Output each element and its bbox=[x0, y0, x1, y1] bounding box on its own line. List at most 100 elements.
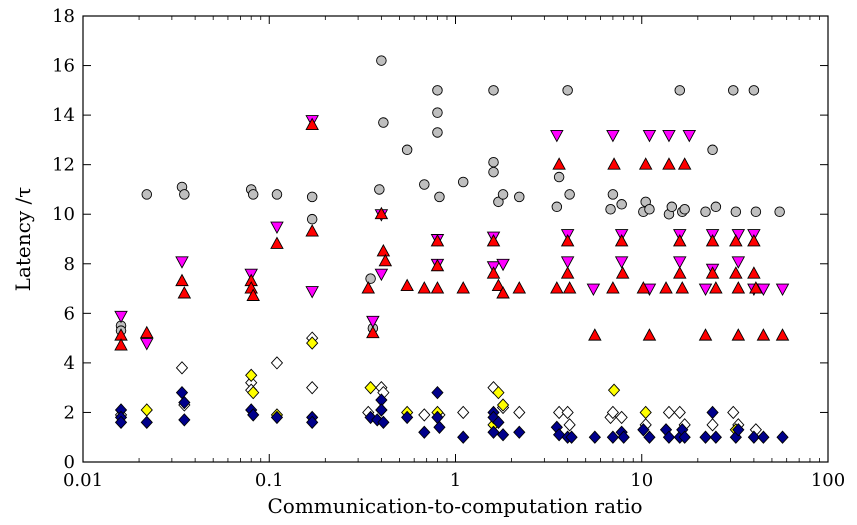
triangle-down-point bbox=[673, 256, 687, 269]
triangle-up-point bbox=[636, 281, 651, 294]
triangle-down-point bbox=[305, 286, 319, 299]
axis-ticks bbox=[82, 15, 829, 463]
triangle-up-point bbox=[562, 281, 577, 294]
triangle-up-point bbox=[729, 266, 743, 279]
triangle-down-point bbox=[374, 268, 389, 282]
triangle-up-point bbox=[496, 286, 510, 299]
diamond-point bbox=[615, 410, 628, 425]
diamond-point bbox=[306, 381, 319, 395]
diamond-point bbox=[662, 430, 676, 444]
circle-point bbox=[401, 144, 413, 156]
triangle-up-point bbox=[177, 286, 192, 299]
diamond-point bbox=[757, 430, 770, 444]
triangle-up-point bbox=[606, 281, 620, 294]
y-tick-label: 10 bbox=[52, 204, 75, 225]
y-tick-label: 0 bbox=[64, 452, 75, 473]
circle-point bbox=[700, 206, 711, 217]
diamond-point bbox=[553, 428, 566, 442]
circle-point bbox=[376, 55, 387, 66]
x-tick-label: 0.1 bbox=[255, 470, 284, 491]
triangle-up-point bbox=[677, 157, 692, 170]
diamond-point bbox=[563, 418, 576, 432]
triangle-up-point bbox=[378, 253, 393, 267]
triangle-up-point bbox=[756, 328, 771, 341]
triangle-up-point bbox=[705, 266, 720, 279]
triangle-up-point bbox=[430, 234, 445, 247]
diamond-point bbox=[433, 420, 446, 434]
diamond-point bbox=[457, 405, 470, 420]
circle-point bbox=[247, 189, 259, 200]
circle-point bbox=[666, 201, 678, 213]
diamond-point bbox=[617, 430, 630, 444]
triangle-up-point bbox=[560, 266, 575, 279]
diamond-point bbox=[418, 425, 431, 439]
circle-point bbox=[378, 117, 389, 128]
circle-point bbox=[179, 189, 190, 200]
circle-point bbox=[605, 204, 616, 215]
diamond-point bbox=[588, 430, 601, 444]
triangle-up-point bbox=[114, 338, 128, 351]
triangle-up-point bbox=[374, 206, 389, 220]
x-axis-label: Communication-to-computation ratio bbox=[267, 494, 642, 518]
triangle-up-point bbox=[550, 281, 564, 294]
triangle-up-point bbox=[417, 281, 432, 294]
circle-point bbox=[271, 189, 283, 200]
triangle-down-point bbox=[560, 256, 575, 269]
data-points bbox=[114, 55, 790, 444]
triangle-up-point bbox=[709, 281, 723, 294]
diamond-point bbox=[270, 356, 284, 370]
y-tick-label: 16 bbox=[52, 56, 75, 77]
triangle-down-point bbox=[606, 129, 620, 143]
diamond-point bbox=[306, 336, 319, 350]
diamond-point bbox=[607, 383, 621, 397]
circle-point bbox=[562, 85, 573, 96]
triangle-up-point bbox=[400, 278, 414, 292]
triangle-down-point bbox=[586, 283, 601, 296]
diamond-point bbox=[513, 405, 526, 420]
triangle-up-point bbox=[376, 243, 391, 257]
diamond-point bbox=[606, 405, 620, 420]
triangle-up-point bbox=[615, 266, 630, 279]
diamond-point bbox=[513, 425, 526, 439]
circle-point bbox=[488, 85, 499, 96]
diamond-point bbox=[140, 403, 153, 417]
triangle-down-point bbox=[662, 129, 676, 143]
y-axis-label: Latency /τ bbox=[11, 187, 35, 292]
diamond-point bbox=[178, 413, 191, 427]
circle-point bbox=[306, 191, 318, 203]
triangle-down-point bbox=[140, 338, 154, 351]
triangle-up-point bbox=[560, 234, 575, 247]
triangle-up-point bbox=[642, 328, 657, 341]
diamond-point bbox=[699, 430, 712, 444]
triangle-up-point bbox=[486, 234, 501, 247]
tick-labels: 0.01 0.1 1 10 100 0 2 4 6 8 10 12 14 16 18 bbox=[52, 6, 845, 491]
circle-point bbox=[553, 171, 565, 183]
y-tick-label: 12 bbox=[52, 155, 75, 176]
circle-point bbox=[419, 179, 430, 190]
x-tick-label: 0.01 bbox=[63, 470, 103, 491]
triangle-up-point bbox=[270, 236, 284, 249]
triangle-up-point bbox=[749, 281, 763, 294]
diamond-point bbox=[706, 418, 719, 432]
diamond-point bbox=[247, 408, 260, 422]
triangle-up-point bbox=[698, 328, 713, 341]
y-tick-label: 6 bbox=[64, 303, 75, 324]
circle-point bbox=[488, 156, 499, 168]
x-tick-label: 100 bbox=[811, 470, 845, 491]
triangle-up-point bbox=[552, 157, 566, 170]
circle-point bbox=[488, 166, 499, 178]
circle-point bbox=[710, 201, 722, 213]
diamond-point bbox=[639, 405, 652, 420]
diamond-point bbox=[140, 415, 153, 430]
circle-point bbox=[707, 144, 718, 156]
circle-point bbox=[432, 127, 443, 138]
diamond-point bbox=[431, 385, 444, 400]
circle-point bbox=[514, 191, 525, 203]
triangle-up-point bbox=[430, 281, 445, 294]
triangle-up-point bbox=[430, 258, 445, 272]
triangle-up-point bbox=[729, 234, 743, 247]
diamond-point bbox=[732, 423, 745, 437]
triangle-up-point bbox=[366, 325, 380, 339]
triangle-up-point bbox=[140, 325, 154, 339]
triangle-up-point bbox=[588, 328, 602, 341]
